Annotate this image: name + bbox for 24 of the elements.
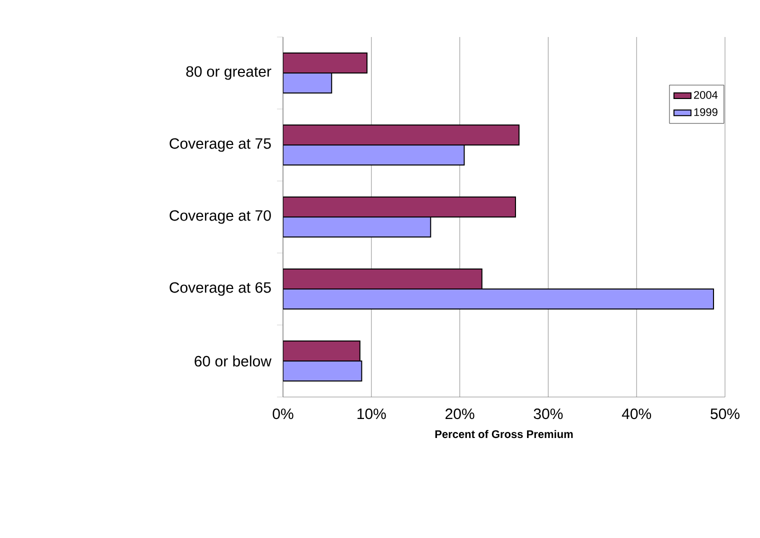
bar xyxy=(283,52,368,74)
y-tick-label: Coverage at 65 xyxy=(170,282,271,296)
x-tick-label: 30% xyxy=(534,408,563,420)
bar xyxy=(283,340,360,362)
x-tick-label: 10% xyxy=(358,408,386,420)
bar xyxy=(283,360,362,382)
y-tick-label: 80 or greater xyxy=(186,66,272,80)
legend-label: 2004 xyxy=(694,91,718,99)
bar xyxy=(283,196,516,218)
legend-label: 1999 xyxy=(694,108,718,116)
bar xyxy=(283,288,714,310)
bar xyxy=(283,72,332,94)
x-tick-label: 40% xyxy=(622,408,652,420)
bar xyxy=(283,124,520,146)
x-tick-label: 0% xyxy=(272,408,294,420)
bar xyxy=(283,144,465,166)
y-tick-label: Coverage at 75 xyxy=(170,138,271,152)
bar xyxy=(283,216,432,238)
bar xyxy=(283,268,482,290)
y-tick-label: Coverage at 70 xyxy=(170,210,271,224)
x-tick-label: 50% xyxy=(710,408,740,420)
y-tick-label: 60 or below xyxy=(194,355,272,367)
x-tick-label: 20% xyxy=(446,408,474,420)
x-axis-title: Percent of Gross Premium xyxy=(435,430,573,438)
